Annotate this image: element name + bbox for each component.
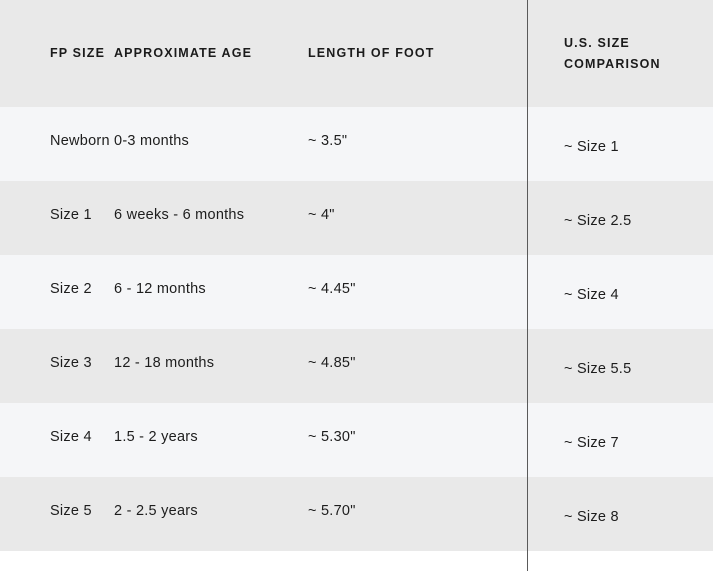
cell-approximate-age: 0-3 months xyxy=(114,133,190,149)
table-row: Size 3 12 - 18 months ~ 4.85" ~ Size 5.5 xyxy=(0,329,713,403)
table-row: Size 5 2 - 2.5 years ~ 5.70" ~ Size 8 xyxy=(0,477,713,551)
cell-fp-size: Size 5 xyxy=(50,503,92,519)
column-header-us-size-comparison-label: U.S. SIZE COMPARISON xyxy=(564,33,661,74)
column-header-fp-size-label: FP SIZE xyxy=(50,46,106,61)
table-row: Size 1 6 weeks - 6 months ~ 4" ~ Size 2.… xyxy=(0,181,713,255)
cell-us-size-comparison: ~ Size 4 xyxy=(564,287,619,303)
column-header-length-of-foot: LENGTH OF FOOT xyxy=(308,0,527,107)
cell-us-size-comparison: ~ Size 7 xyxy=(564,435,619,451)
cell-fp-size: Size 4 xyxy=(50,429,92,445)
column-header-fp-size: FP SIZE xyxy=(0,0,114,107)
cell-approximate-age: 6 - 12 months xyxy=(114,281,206,297)
cell-length-of-foot: ~ 5.70" xyxy=(308,503,356,519)
column-header-us-size-comparison: U.S. SIZE COMPARISON xyxy=(527,0,713,107)
cell-length-of-foot: ~ 5.30" xyxy=(308,429,356,445)
cell-us-size-comparison: ~ Size 1 xyxy=(564,139,619,155)
cell-length-of-foot: ~ 4.85" xyxy=(308,355,356,371)
column-header-us-size-line2: COMPARISON xyxy=(564,56,661,71)
cell-length-of-foot: ~ 3.5" xyxy=(308,133,348,149)
table-row: Newborn 0-3 months ~ 3.5" ~ Size 1 xyxy=(0,107,713,181)
table-header-row: FP SIZE APPROXIMATE AGE LENGTH OF FOOT U… xyxy=(0,0,713,107)
column-header-us-size-line1: U.S. SIZE xyxy=(564,35,630,50)
cell-fp-size: Newborn xyxy=(50,133,110,149)
cell-us-size-comparison: ~ Size 2.5 xyxy=(564,213,632,229)
cell-length-of-foot: ~ 4" xyxy=(308,207,335,223)
cell-fp-size: Size 2 xyxy=(50,281,92,297)
cell-approximate-age: 6 weeks - 6 months xyxy=(114,207,245,223)
cell-approximate-age: 1.5 - 2 years xyxy=(114,429,198,445)
cell-us-size-comparison: ~ Size 8 xyxy=(564,509,619,525)
cell-fp-size: Size 1 xyxy=(50,207,92,223)
cell-length-of-foot: ~ 4.45" xyxy=(308,281,356,297)
cell-approximate-age: 12 - 18 months xyxy=(114,355,215,371)
column-divider xyxy=(527,0,528,571)
column-header-approximate-age-label: APPROXIMATE AGE xyxy=(114,46,253,61)
cell-approximate-age: 2 - 2.5 years xyxy=(114,503,198,519)
column-header-approximate-age: APPROXIMATE AGE xyxy=(114,0,308,107)
cell-us-size-comparison: ~ Size 5.5 xyxy=(564,361,632,377)
table-row: Size 2 6 - 12 months ~ 4.45" ~ Size 4 xyxy=(0,255,713,329)
column-header-length-of-foot-label: LENGTH OF FOOT xyxy=(308,46,435,61)
table-row: Size 4 1.5 - 2 years ~ 5.30" ~ Size 7 xyxy=(0,403,713,477)
cell-fp-size: Size 3 xyxy=(50,355,92,371)
